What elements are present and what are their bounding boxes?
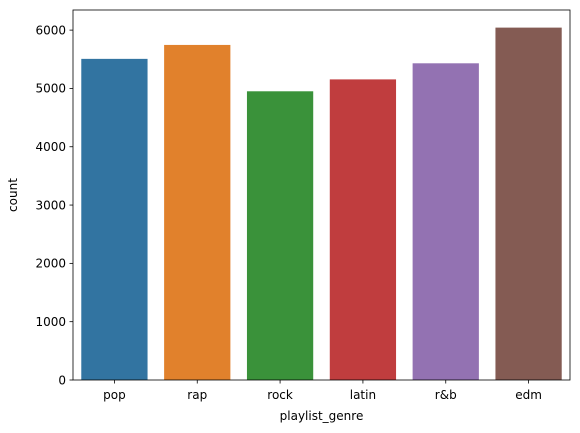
- bar-rock: [246, 91, 314, 380]
- y-tick-label: 6000: [35, 23, 66, 37]
- bar-rb: [412, 63, 479, 381]
- bar-pop: [81, 58, 148, 381]
- y-axis-label: count: [6, 178, 20, 212]
- y-axis-ticks: 0 1000 2000 3000 4000 5000 6000: [35, 23, 73, 387]
- y-tick-label: 3000: [35, 198, 66, 212]
- x-tick-label: rock: [267, 388, 293, 402]
- x-tick-label: latin: [350, 388, 376, 402]
- plot-frame: [72, 9, 571, 381]
- y-tick-label: 2000: [35, 257, 66, 271]
- y-tick-label: 5000: [35, 82, 66, 96]
- x-tick-label: r&b: [435, 388, 457, 402]
- bar-edm: [495, 27, 562, 380]
- x-tick-label: pop: [103, 388, 126, 402]
- bar-rap: [164, 44, 231, 380]
- y-tick-label: 1000: [35, 315, 66, 329]
- x-axis-label: playlist_genre: [280, 409, 364, 423]
- x-axis-ticks: pop rap rock latin r&b edm: [103, 380, 542, 402]
- y-tick-label: 4000: [35, 140, 66, 154]
- x-tick-label: edm: [515, 388, 542, 402]
- x-tick-label: rap: [187, 388, 207, 402]
- bar-latin: [329, 79, 397, 381]
- y-tick-label: 0: [58, 373, 66, 387]
- bars-layer: [81, 27, 562, 381]
